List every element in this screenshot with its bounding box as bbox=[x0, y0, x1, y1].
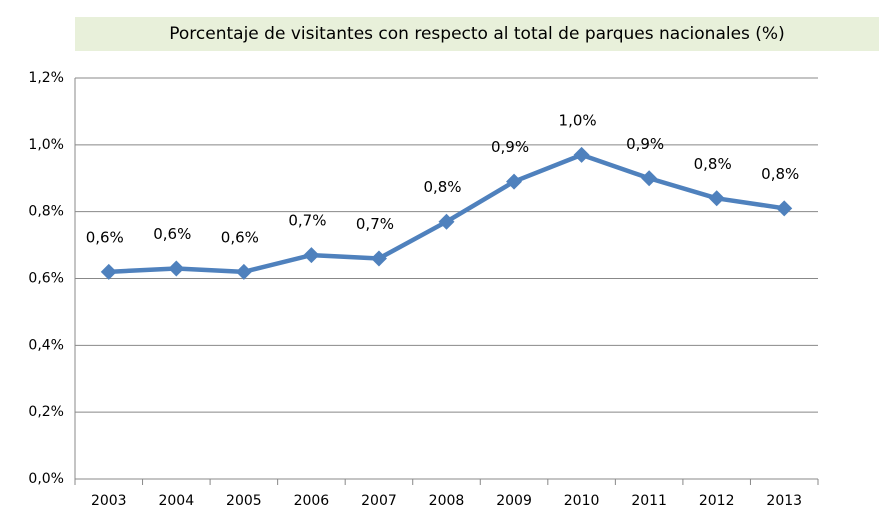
data-label: 0,9% bbox=[626, 135, 664, 153]
data-label: 0,8% bbox=[761, 165, 799, 183]
y-tick-label: 1,2% bbox=[28, 70, 64, 86]
marker bbox=[708, 190, 725, 207]
chart-title: Porcentaje de visitantes con respecto al… bbox=[169, 24, 784, 44]
marker bbox=[235, 263, 252, 280]
y-tick-label: 0,2% bbox=[28, 404, 64, 420]
data-label: 0,8% bbox=[423, 178, 461, 196]
marker bbox=[776, 200, 793, 217]
x-tick-label: 2011 bbox=[631, 493, 667, 509]
marker bbox=[438, 213, 455, 230]
data-label: 0,6% bbox=[221, 228, 259, 246]
x-tick-label: 2005 bbox=[226, 493, 262, 509]
data-label: 0,7% bbox=[356, 215, 394, 233]
y-tick-label: 0,0% bbox=[28, 471, 64, 487]
data-label: 0,9% bbox=[491, 138, 529, 156]
x-tick-label: 2006 bbox=[294, 493, 330, 509]
y-tick-label: 0,6% bbox=[28, 271, 64, 287]
title-box bbox=[75, 17, 879, 51]
data-label: 0,6% bbox=[153, 225, 191, 243]
x-tick-label: 2012 bbox=[699, 493, 735, 509]
y-tick-label: 1,0% bbox=[28, 137, 64, 153]
x-tick-label: 2003 bbox=[91, 493, 127, 509]
data-label: 0,8% bbox=[694, 155, 732, 173]
data-label: 1,0% bbox=[559, 111, 597, 129]
x-tick-label: 2007 bbox=[361, 493, 397, 509]
marker bbox=[641, 170, 658, 187]
marker bbox=[303, 247, 320, 264]
data-label: 0,7% bbox=[288, 212, 326, 230]
marker bbox=[370, 250, 387, 267]
x-tick-label: 2010 bbox=[564, 493, 600, 509]
marker bbox=[100, 263, 117, 280]
marker bbox=[168, 260, 185, 277]
x-tick-label: 2013 bbox=[766, 493, 802, 509]
marker bbox=[573, 146, 590, 163]
marker bbox=[506, 173, 523, 190]
data-label: 0,6% bbox=[86, 228, 124, 246]
y-tick-label: 0,4% bbox=[28, 337, 64, 353]
line bbox=[108, 152, 785, 275]
x-tick-label: 2004 bbox=[158, 493, 194, 509]
y-tick-label: 0,8% bbox=[28, 204, 64, 220]
x-tick-label: 2008 bbox=[429, 493, 465, 509]
x-tick-label: 2009 bbox=[496, 493, 532, 509]
